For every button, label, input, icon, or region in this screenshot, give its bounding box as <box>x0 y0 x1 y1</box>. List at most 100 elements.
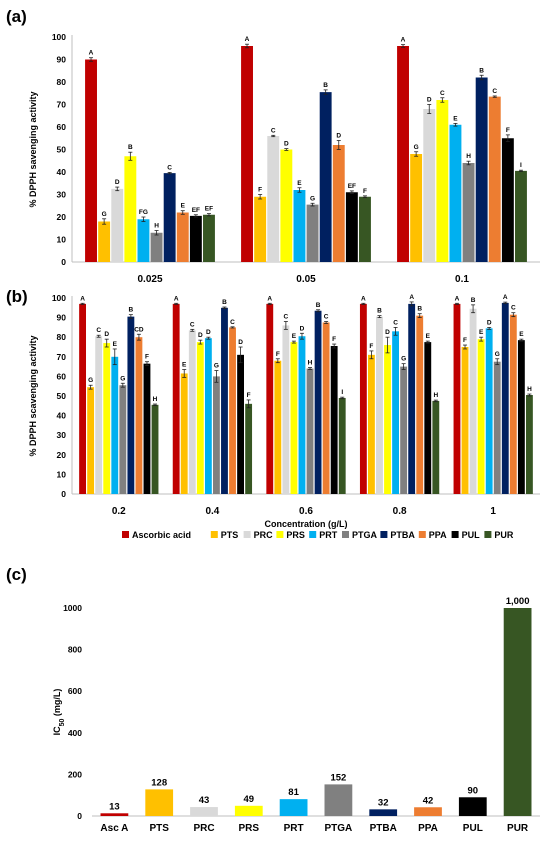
bar <box>189 215 202 262</box>
bar <box>190 807 218 816</box>
bar <box>188 330 196 494</box>
y-tick-label: 30 <box>57 190 67 200</box>
bar <box>458 797 487 816</box>
panel-label: (c) <box>6 565 27 584</box>
significance-letter: C <box>492 88 497 95</box>
y-tick-label: 40 <box>57 411 67 421</box>
legend-label: PRT <box>319 530 338 540</box>
bar <box>111 356 119 494</box>
panel-label: (b) <box>6 287 28 306</box>
y-tick-label: 0 <box>61 257 66 267</box>
bar <box>100 813 129 816</box>
bar <box>359 196 371 262</box>
bar <box>234 805 263 816</box>
y-tick-label: 50 <box>57 145 67 155</box>
significance-letter: F <box>258 187 262 194</box>
significance-letter: B <box>417 306 422 313</box>
significance-letter: F <box>276 351 280 358</box>
significance-letter: D <box>336 133 341 140</box>
x-category-label: Asc A <box>100 823 128 834</box>
significance-letter: H <box>308 360 313 367</box>
x-category-label: PUL <box>463 823 483 834</box>
legend-swatch <box>342 531 349 538</box>
bar <box>119 385 127 494</box>
y-tick-label: 50 <box>57 391 67 401</box>
significance-letter: B <box>316 302 321 309</box>
x-category-label: 0.2 <box>112 506 126 517</box>
significance-letter: G <box>120 375 125 382</box>
bar <box>322 322 330 494</box>
significance-letter: G <box>102 211 107 218</box>
y-tick-label: 100 <box>52 293 66 303</box>
bar <box>515 170 527 262</box>
significance-letter: A <box>245 36 250 43</box>
significance-letter: E <box>297 180 302 187</box>
significance-letter: C <box>324 314 329 321</box>
significance-letter: I <box>520 162 522 169</box>
bar <box>369 809 398 816</box>
significance-letter: A <box>89 50 94 57</box>
significance-letter: E <box>479 329 484 336</box>
significance-letter: A <box>409 294 414 301</box>
bar <box>137 219 150 262</box>
significance-letter: B <box>323 82 328 89</box>
significance-letter: B <box>129 307 134 314</box>
significance-letter: C <box>271 127 276 134</box>
bar <box>314 310 322 494</box>
bar <box>330 346 338 494</box>
bar <box>204 338 212 494</box>
legend-label: PRC <box>254 530 274 540</box>
bar <box>282 325 290 494</box>
y-tick-label: 80 <box>57 77 67 87</box>
panel-a-chart: (a) 0 10 20 30 40 50 60 70 80 90 100 % DPPH savengin… <box>6 7 540 285</box>
bar <box>501 138 514 262</box>
significance-letter: I <box>341 389 343 396</box>
x-category-label: 0.8 <box>393 506 407 517</box>
significance-letter: E <box>182 362 187 369</box>
bar <box>172 303 180 494</box>
significance-letter: C <box>230 319 235 326</box>
y-tick-label: 600 <box>68 686 82 696</box>
bar <box>267 136 280 262</box>
significance-letter: H <box>527 386 532 393</box>
x-category-label: PTBA <box>370 823 397 834</box>
bar <box>485 328 493 494</box>
bar <box>410 154 423 262</box>
bar <box>345 192 358 262</box>
bar <box>432 400 440 494</box>
bar <box>436 100 449 262</box>
significance-letter: A <box>267 295 272 302</box>
bar <box>392 331 399 494</box>
bar <box>180 373 188 494</box>
significance-letter: E <box>519 331 524 338</box>
legend-label: Ascorbic acid <box>132 530 191 540</box>
data-label: 152 <box>330 772 346 783</box>
legend-label: PTBA <box>390 530 415 540</box>
bar <box>203 214 215 262</box>
significance-letter: A <box>503 294 508 301</box>
significance-letter: E <box>453 115 458 122</box>
significance-letter: B <box>128 144 133 151</box>
y-tick-label: 40 <box>57 167 67 177</box>
bar <box>359 303 367 494</box>
significance-letter: FG <box>139 209 148 216</box>
bar <box>424 342 432 494</box>
bar <box>488 96 501 262</box>
bar <box>338 397 346 494</box>
bar <box>332 145 345 262</box>
significance-letter: G <box>401 356 406 363</box>
significance-letter: A <box>174 295 179 302</box>
bar <box>143 363 151 494</box>
panel-b-chart: (b) 0 10 20 30 40 50 60 70 80 90 100 % DPPH scavengi… <box>6 287 540 529</box>
y-tick-label: 60 <box>57 371 67 381</box>
bar <box>293 190 306 262</box>
legend-swatch <box>276 531 284 538</box>
legend-swatch <box>243 531 251 538</box>
significance-letter: D <box>206 329 211 336</box>
significance-letter: F <box>463 337 467 344</box>
significance-letter: D <box>487 319 492 326</box>
bar <box>414 807 442 816</box>
significance-letter: G <box>414 144 419 151</box>
y-tick-label: 20 <box>57 450 67 460</box>
data-label: 1,000 <box>506 596 530 607</box>
